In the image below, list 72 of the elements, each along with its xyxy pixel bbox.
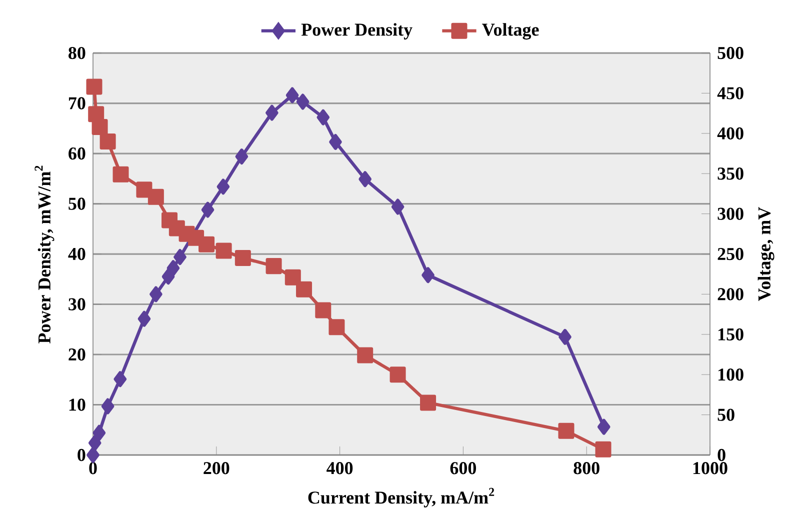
y2-tick-label: 200 xyxy=(718,288,744,300)
point xyxy=(174,249,186,266)
point xyxy=(162,268,175,285)
x-tick-label: 1000 xyxy=(693,462,728,474)
y-tick-label: 40 xyxy=(68,248,86,260)
point xyxy=(148,188,164,205)
point xyxy=(315,302,332,318)
point xyxy=(328,319,345,336)
legend-label: Voltage xyxy=(482,23,539,40)
x-tick-label: 200 xyxy=(204,462,230,474)
point xyxy=(296,94,310,110)
y2-tick-label: 350 xyxy=(718,168,744,180)
y2-tick-label: 450 xyxy=(717,87,744,100)
point xyxy=(595,441,612,458)
point xyxy=(558,328,572,345)
point xyxy=(391,198,404,215)
x-tick-label: 400 xyxy=(326,462,353,474)
point xyxy=(112,166,129,182)
point xyxy=(166,260,180,276)
point xyxy=(201,202,214,218)
point xyxy=(420,394,436,411)
point xyxy=(597,418,610,435)
y2-tick-label: 100 xyxy=(718,368,744,381)
point xyxy=(92,118,108,135)
y-axis-title: Power Density, mW/m$^{2}$ xyxy=(34,166,54,344)
point xyxy=(138,310,151,327)
y2-tick-label: 500 xyxy=(718,46,744,60)
point xyxy=(100,133,116,150)
x-axis-title: Current Density, mA/m$^{2}$ xyxy=(308,488,494,508)
point xyxy=(216,178,230,195)
legend-label: Power Density xyxy=(301,23,412,40)
point xyxy=(390,366,406,383)
point xyxy=(114,371,127,388)
x-tick-label: 800 xyxy=(574,462,600,474)
y2-tick-label: 250 xyxy=(718,248,744,260)
point xyxy=(235,148,248,165)
point xyxy=(422,267,434,284)
point xyxy=(86,447,100,464)
y-tick-label: 80 xyxy=(68,46,86,60)
y2-tick-label: 50 xyxy=(718,408,734,421)
y2-tick-label: 150 xyxy=(718,328,744,340)
point xyxy=(329,134,342,150)
point xyxy=(198,236,215,252)
x-tick-label: 600 xyxy=(450,462,476,474)
point xyxy=(266,104,278,121)
point xyxy=(150,286,162,302)
y-tick-label: 20 xyxy=(68,348,86,361)
y-tick-label: 60 xyxy=(68,147,86,160)
y-tick-label: 30 xyxy=(68,298,86,310)
point xyxy=(284,269,301,286)
y-tick-label: 10 xyxy=(69,398,86,411)
point xyxy=(357,347,374,364)
point xyxy=(216,242,232,259)
point xyxy=(88,434,102,451)
point xyxy=(358,171,372,188)
y2-tick-label: 300 xyxy=(718,208,744,220)
y-tick-label: 0 xyxy=(78,448,86,462)
y2-tick-label: 0 xyxy=(718,448,726,462)
point xyxy=(266,258,282,274)
y-tick-label: 70 xyxy=(68,97,86,110)
point xyxy=(86,78,102,95)
point xyxy=(296,281,312,298)
y2-tick-label: 400 xyxy=(717,127,744,140)
point xyxy=(558,422,574,439)
point xyxy=(286,87,299,104)
point xyxy=(316,109,330,126)
point xyxy=(234,250,251,266)
x-tick-label: 0 xyxy=(89,462,97,474)
point xyxy=(101,398,114,414)
y-tick-label: 50 xyxy=(68,198,86,210)
point xyxy=(92,424,106,441)
y2-axis-title: Voltage, mV xyxy=(758,207,774,301)
